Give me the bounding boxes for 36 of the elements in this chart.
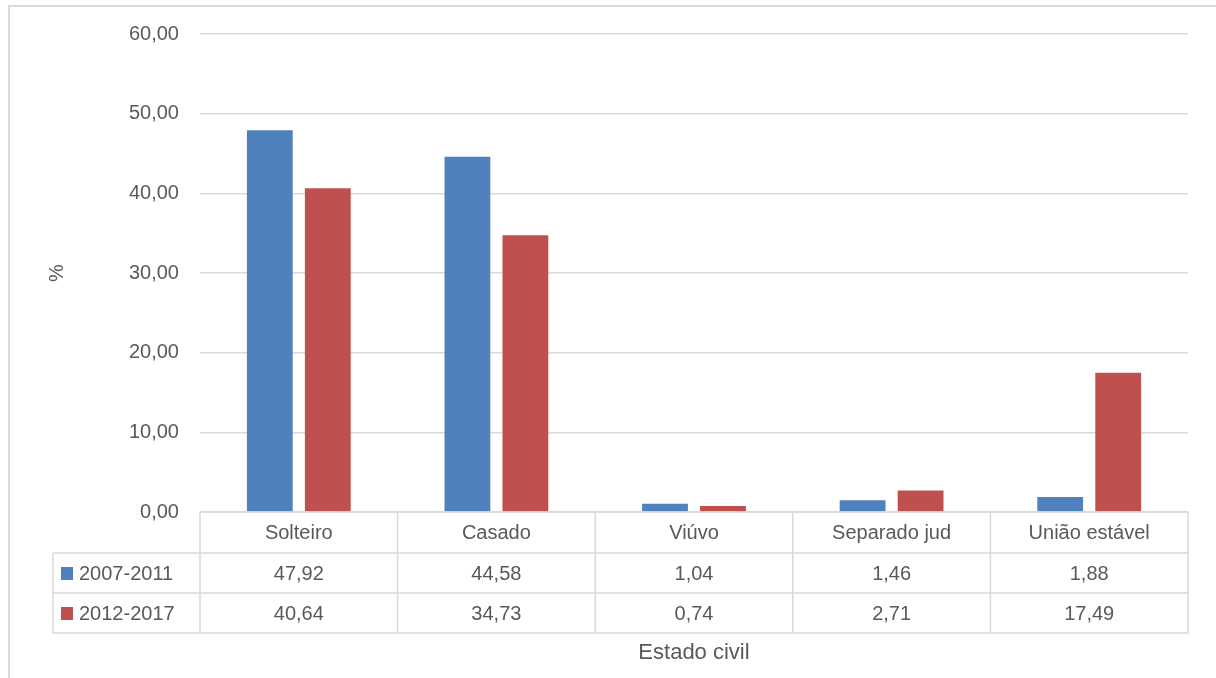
data-label: 1,46 xyxy=(872,561,912,584)
data-label: 17,49 xyxy=(1064,601,1115,624)
y-tick-label: 40,00 xyxy=(128,180,179,203)
bar xyxy=(1095,372,1142,512)
bar xyxy=(502,235,549,512)
y-tick-label: 30,00 xyxy=(128,260,179,283)
x-tick-label: Separado jud xyxy=(832,521,952,544)
y-tick-label: 60,00 xyxy=(128,21,179,44)
y-tick-label: 0,00 xyxy=(140,499,179,522)
y-tick-label: 10,00 xyxy=(128,419,179,442)
data-label: 44,58 xyxy=(471,561,522,584)
bar xyxy=(444,156,491,512)
data-label: 0,74 xyxy=(674,601,714,624)
bar xyxy=(897,490,944,512)
y-axis-title: % xyxy=(44,263,67,282)
x-tick-label: Casado xyxy=(461,521,531,544)
x-tick-label: Viúvo xyxy=(669,521,719,544)
data-label: 2,71 xyxy=(872,601,912,624)
y-tick-label: 50,00 xyxy=(128,101,179,124)
bar xyxy=(1037,497,1084,512)
x-tick-label: União estável xyxy=(1028,521,1150,544)
data-label: 34,73 xyxy=(471,601,522,624)
data-label: 40,64 xyxy=(273,601,324,624)
x-tick-label: Solteiro xyxy=(264,521,333,544)
bar xyxy=(246,130,293,512)
bar xyxy=(839,500,886,512)
data-label: 47,92 xyxy=(273,561,324,584)
legend-label: 2007-2011 xyxy=(79,561,174,584)
bar xyxy=(304,188,351,512)
bar xyxy=(700,506,746,512)
y-tick-label: 20,00 xyxy=(128,340,179,363)
x-axis-title: Estado civil xyxy=(638,639,750,665)
data-label: 1,04 xyxy=(674,561,714,584)
data-label: 1,88 xyxy=(1069,561,1109,584)
bar xyxy=(642,503,688,512)
legend-label: 2012-2017 xyxy=(79,601,175,624)
